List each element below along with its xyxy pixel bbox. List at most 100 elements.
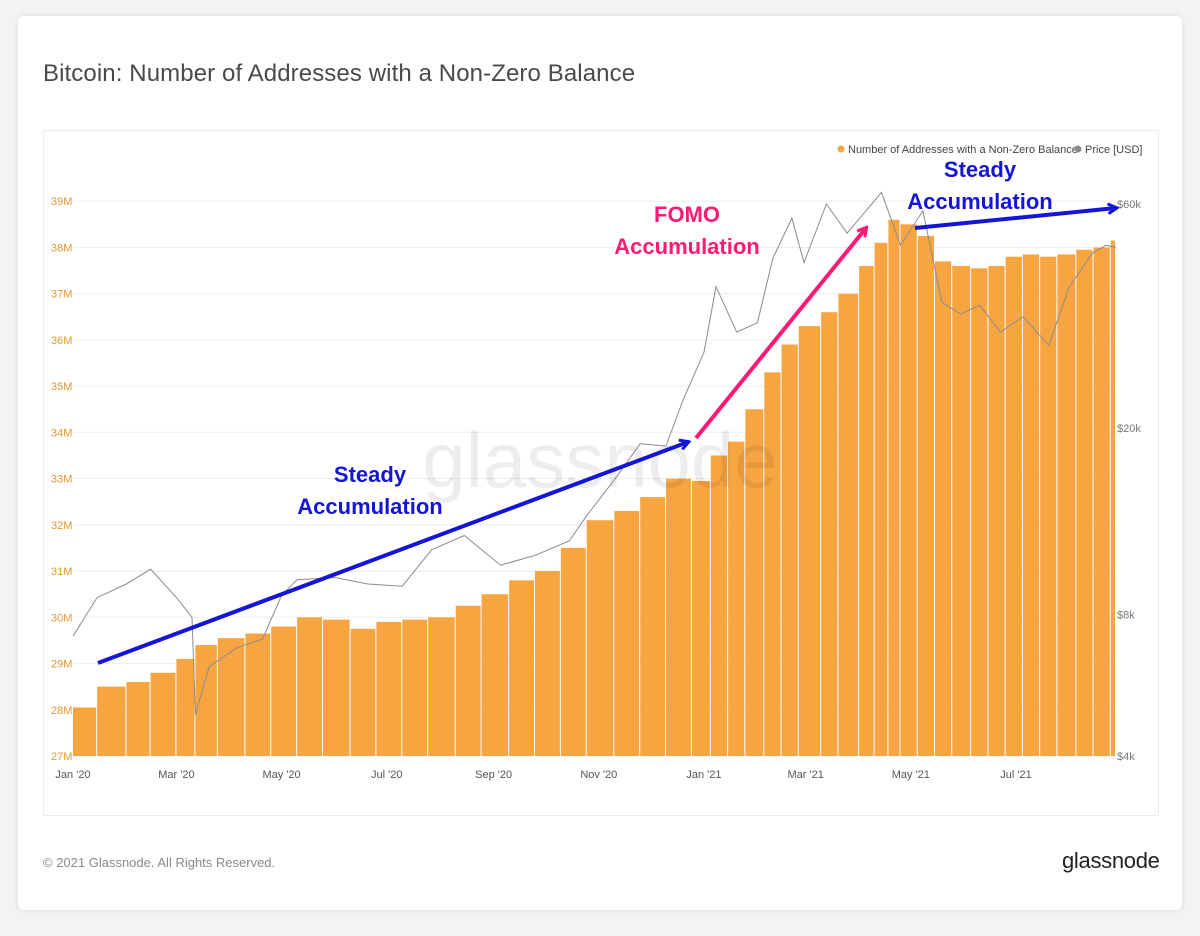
left-tick-label: 28M bbox=[51, 705, 72, 717]
address-bar bbox=[971, 268, 988, 756]
address-bar bbox=[691, 480, 710, 756]
address-bar bbox=[509, 580, 535, 756]
legend: Number of Addresses with a Non-Zero Bala… bbox=[837, 144, 1142, 156]
right-tick-label: $8k bbox=[1117, 610, 1135, 622]
address-bar bbox=[1076, 249, 1093, 757]
x-tick-label: Nov '20 bbox=[580, 769, 617, 781]
left-tick-label: 33M bbox=[51, 474, 72, 486]
left-tick-label: 39M bbox=[51, 196, 72, 208]
address-bar bbox=[1093, 247, 1110, 756]
plot-frame bbox=[43, 130, 1159, 816]
copyright-text: © 2021 Glassnode. All Rights Reserved. bbox=[43, 855, 276, 870]
address-bar bbox=[245, 633, 271, 756]
left-tick-label: 31M bbox=[51, 566, 72, 578]
legend-marker-price bbox=[1074, 145, 1082, 153]
address-bar bbox=[176, 658, 195, 756]
address-bar bbox=[560, 547, 586, 756]
price-line bbox=[72, 191, 1117, 715]
right-tick-label: $20k bbox=[1117, 423, 1141, 435]
address-bar bbox=[666, 478, 691, 756]
left-tick-label: 38M bbox=[51, 242, 72, 254]
x-tick-label: Jan '20 bbox=[55, 769, 90, 781]
x-tick-label: Jan '21 bbox=[686, 769, 721, 781]
address-bar bbox=[859, 265, 874, 756]
address-bar bbox=[900, 224, 917, 756]
annotation-steady-1-line2: Accumulation bbox=[297, 494, 442, 519]
address-bar bbox=[195, 645, 217, 756]
annotation-steady-1-line1: Steady bbox=[334, 462, 407, 487]
x-tick-label: Mar '20 bbox=[158, 769, 194, 781]
annotation-fomo-line1: FOMO bbox=[654, 202, 720, 227]
annotation-fomo-line2: Accumulation bbox=[614, 234, 759, 259]
address-bar bbox=[1057, 254, 1076, 756]
x-tick-label: Jul '21 bbox=[1000, 769, 1031, 781]
glassnode-logo: glassnode bbox=[1062, 848, 1160, 873]
left-tick-label: 34M bbox=[51, 427, 72, 439]
address-bar bbox=[297, 617, 322, 756]
left-tick-label: 27M bbox=[51, 751, 72, 763]
address-bar bbox=[535, 571, 560, 756]
right-tick-label: $4k bbox=[1117, 751, 1135, 763]
address-bar bbox=[126, 682, 150, 756]
address-bar bbox=[1040, 256, 1057, 756]
x-tick-label: May '20 bbox=[263, 769, 301, 781]
address-bar bbox=[150, 672, 176, 756]
steady-arrow-1 bbox=[97, 442, 688, 665]
watermark: glassnode bbox=[422, 416, 778, 504]
address-bar bbox=[1110, 240, 1115, 756]
address-bar bbox=[764, 372, 781, 756]
left-tick-label: 30M bbox=[51, 612, 72, 624]
x-tick-label: May '21 bbox=[892, 769, 930, 781]
address-bar bbox=[428, 617, 455, 756]
x-tick-label: Mar '21 bbox=[788, 769, 824, 781]
legend-marker-addresses bbox=[837, 145, 845, 153]
address-bar bbox=[1005, 256, 1022, 756]
annotation-steady-2-line1: Steady bbox=[944, 157, 1017, 182]
address-bar bbox=[614, 510, 640, 756]
address-bar bbox=[1022, 254, 1040, 756]
address-bar bbox=[350, 628, 376, 756]
address-bar bbox=[455, 605, 481, 756]
address-bar bbox=[217, 638, 245, 756]
address-bar bbox=[271, 626, 297, 756]
x-tick-label: Sep '20 bbox=[475, 769, 512, 781]
steady-arrow-2 bbox=[914, 208, 1116, 230]
address-bar bbox=[821, 312, 838, 756]
address-bar bbox=[888, 219, 900, 757]
address-bar bbox=[874, 242, 888, 756]
x-axis-ticks: Jan '20 Mar '20 May '20 Jul '20 Sep '20 Nov '… bbox=[55, 769, 1031, 781]
address-bar bbox=[952, 265, 971, 756]
x-tick-label: Jul '20 bbox=[371, 769, 402, 781]
address-bar bbox=[376, 621, 402, 756]
right-axis-ticks: $4k $8k $20k $60k bbox=[1117, 199, 1141, 763]
address-bars bbox=[73, 219, 1115, 757]
address-bar bbox=[402, 619, 428, 756]
address-bar bbox=[728, 441, 745, 756]
left-axis-ticks: 27M 28M 29M 30M 31M 32M 33M 34M 35M 36M 37M 38M 39M bbox=[51, 196, 72, 763]
legend-label-price[interactable]: Price [USD] bbox=[1085, 144, 1142, 156]
address-bar bbox=[838, 293, 859, 756]
chart-card bbox=[18, 16, 1182, 910]
left-tick-label: 37M bbox=[51, 289, 72, 301]
address-bar bbox=[322, 619, 350, 756]
legend-label-addresses[interactable]: Number of Addresses with a Non-Zero Bala… bbox=[848, 144, 1078, 156]
address-bar bbox=[640, 497, 666, 756]
left-tick-label: 35M bbox=[51, 381, 72, 393]
page-title: Bitcoin: Number of Addresses with a Non-… bbox=[43, 60, 636, 87]
right-tick-label: $60k bbox=[1117, 199, 1141, 211]
left-tick-label: 29M bbox=[51, 659, 72, 671]
address-bar bbox=[781, 344, 798, 756]
address-bar bbox=[798, 326, 821, 756]
left-tick-label: 32M bbox=[51, 520, 72, 532]
address-bar bbox=[745, 409, 764, 756]
address-bar bbox=[917, 235, 934, 756]
address-bar bbox=[73, 707, 97, 756]
address-bar bbox=[481, 594, 509, 756]
left-tick-label: 36M bbox=[51, 335, 72, 347]
fomo-arrow bbox=[694, 228, 866, 440]
address-bar bbox=[586, 520, 614, 756]
address-bar bbox=[934, 261, 952, 756]
address-bar bbox=[97, 686, 126, 756]
address-bar bbox=[988, 265, 1005, 756]
